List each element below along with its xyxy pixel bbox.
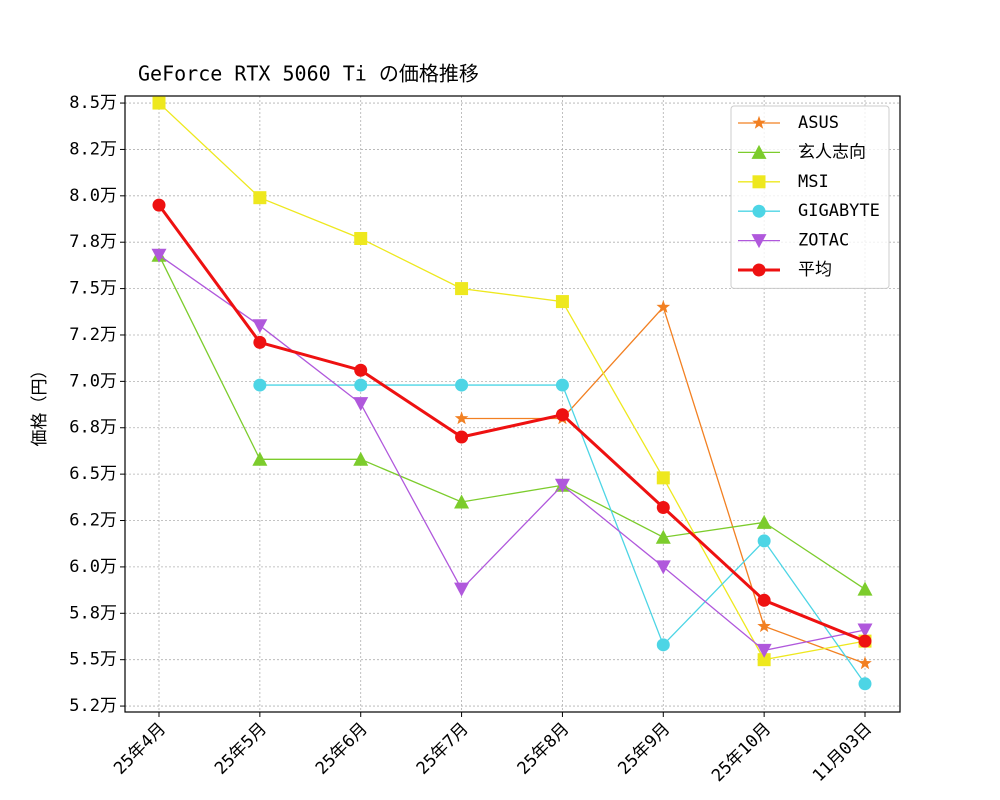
data-point [756, 514, 772, 529]
y-tick-label: 5.2万 [69, 696, 117, 716]
y-tick-label: 6.2万 [69, 511, 117, 531]
y-tick-label: 6.0万 [69, 557, 117, 577]
data-point [454, 411, 469, 425]
data-point [354, 363, 368, 377]
data-point [656, 471, 670, 485]
data-point [455, 282, 469, 296]
y-tick-label: 7.0万 [69, 371, 117, 391]
data-point [655, 560, 671, 575]
data-point [858, 656, 872, 670]
data-point [857, 623, 873, 638]
y-tick-label: 7.5万 [69, 279, 117, 299]
data-point [253, 378, 267, 392]
data-point [353, 397, 369, 412]
data-point [252, 451, 268, 466]
legend-marker [752, 175, 766, 189]
y-tick-label: 5.8万 [69, 603, 117, 623]
legend-marker [752, 115, 766, 129]
data-point [354, 231, 368, 245]
legend-box [730, 105, 890, 289]
data-point [253, 191, 267, 205]
legend-marker [752, 204, 766, 218]
data-point [455, 378, 469, 392]
data-point [555, 378, 569, 392]
series-line [158, 254, 866, 652]
data-point [858, 677, 872, 691]
data-point [656, 638, 670, 652]
data-point [151, 248, 167, 263]
legend-marker [751, 144, 767, 159]
data-point [656, 501, 670, 515]
data-point [757, 593, 771, 607]
data-point [554, 478, 570, 493]
legend-label: 玄人志向 [798, 142, 866, 162]
plot-frame [124, 95, 901, 713]
data-point [757, 653, 771, 667]
data-point [354, 378, 368, 392]
data-point [656, 300, 671, 313]
y-tick-label: 7.8万 [69, 232, 117, 252]
data-point [555, 295, 569, 309]
y-tick-label: 8.5万 [69, 93, 117, 113]
legend-label: GIGABYTE [798, 201, 880, 221]
y-tick-label: 5.5万 [69, 650, 117, 670]
data-point [353, 451, 369, 466]
data-point [252, 319, 268, 334]
series-line [158, 102, 866, 661]
data-point [253, 335, 267, 349]
y-tick-label: 7.2万 [69, 325, 117, 345]
legend-label: 平均 [798, 260, 832, 280]
data-point [454, 494, 470, 509]
legend-marker [751, 234, 767, 249]
data-point [857, 581, 873, 596]
legend-label: MSI [798, 172, 829, 192]
data-point [757, 619, 771, 633]
chart-title: GeForce RTX 5060 Ti の価格推移 [138, 62, 479, 86]
data-point [757, 534, 771, 548]
y-tick-label: 6.5万 [69, 464, 117, 484]
series-line [158, 254, 866, 590]
y-tick-label: 8.2万 [69, 139, 117, 159]
data-point [555, 408, 569, 422]
data-point [454, 582, 470, 597]
y-axis-label: 価格（円） [30, 362, 50, 447]
data-point [858, 634, 872, 648]
legend-label: ZOTAC [798, 231, 849, 251]
data-point [152, 198, 166, 212]
data-point [756, 643, 772, 658]
y-tick-label: 8.0万 [69, 186, 117, 206]
series-line [157, 204, 866, 643]
data-point [455, 430, 469, 444]
data-point [152, 96, 166, 110]
data-point [655, 529, 671, 544]
y-tick-label: 6.8万 [69, 418, 117, 438]
legend-label: ASUS [798, 113, 839, 133]
legend-marker [752, 263, 766, 277]
